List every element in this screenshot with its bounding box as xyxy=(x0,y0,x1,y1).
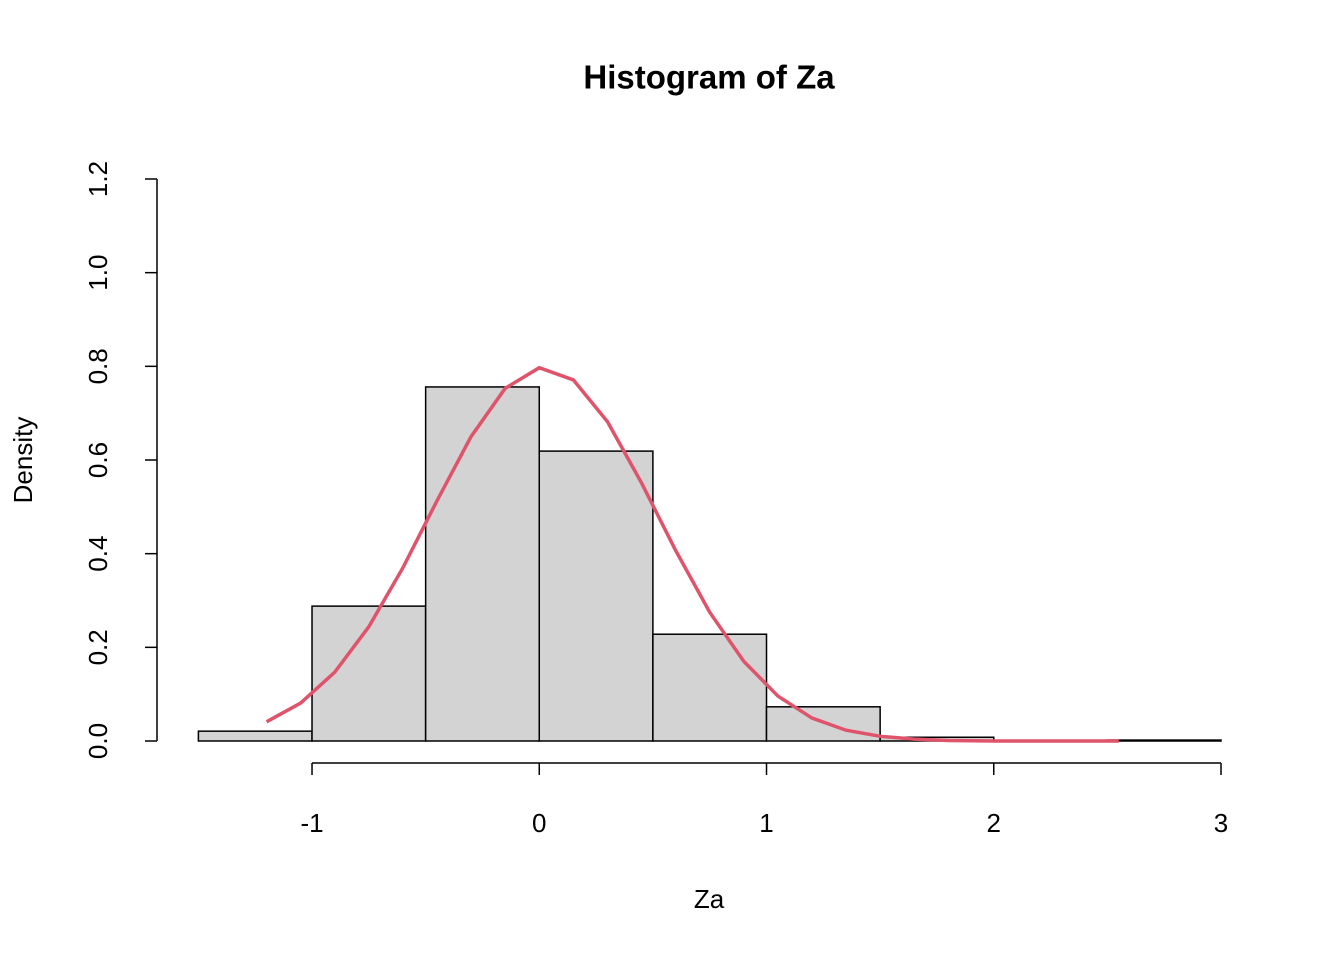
x-tick-label: 1 xyxy=(759,808,773,838)
y-tick-label: 1.0 xyxy=(83,255,113,291)
x-tick-label: 3 xyxy=(1214,808,1228,838)
density-curve xyxy=(265,365,1119,743)
y-axis-label: Density xyxy=(8,417,38,504)
y-tick-label: 0.6 xyxy=(83,442,113,478)
y-tick-label: 1.2 xyxy=(83,161,113,197)
bar xyxy=(197,730,313,742)
bar xyxy=(538,450,654,742)
x-axis-label: Za xyxy=(694,884,725,914)
y-tick-label: 0.4 xyxy=(83,536,113,572)
chart-title: Histogram of Za xyxy=(583,59,835,96)
x-tick-label: 2 xyxy=(987,808,1001,838)
y-tick-label: 0.0 xyxy=(83,723,113,759)
bar xyxy=(652,633,768,742)
bar xyxy=(424,386,541,742)
y-tick-label: 0.2 xyxy=(83,629,113,665)
bar xyxy=(1106,739,1222,742)
y-tick-label: 0.8 xyxy=(83,348,113,384)
x-tick-label: -1 xyxy=(300,808,323,838)
x-tick-label: 0 xyxy=(532,808,546,838)
